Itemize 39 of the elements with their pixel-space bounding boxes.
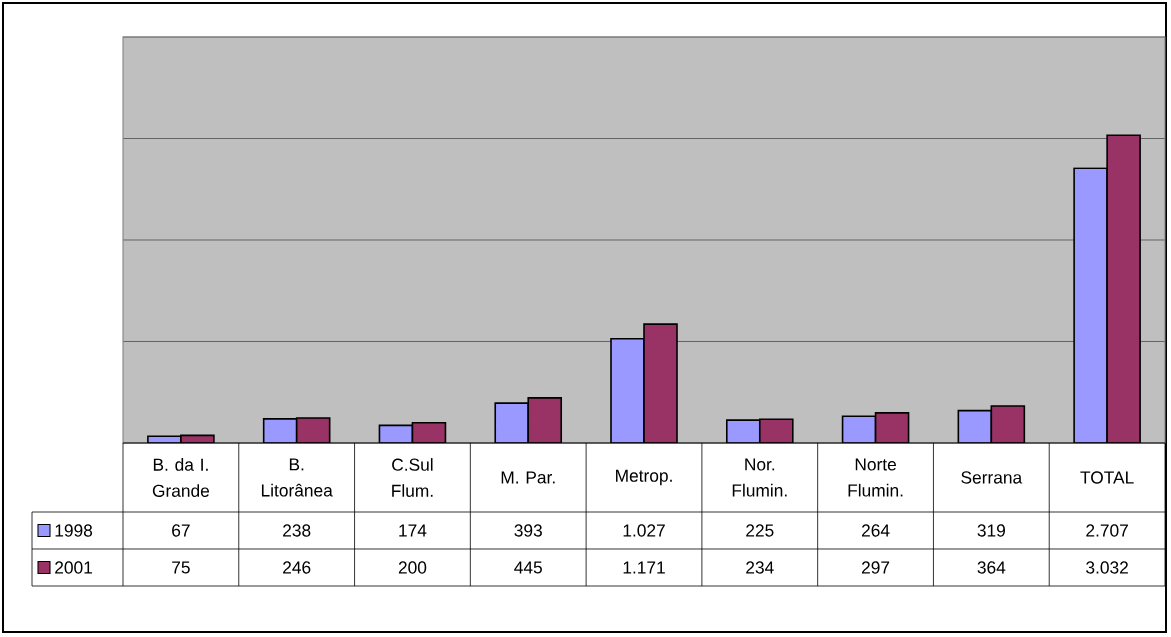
x-tick-label: M. Par. <box>501 471 555 484</box>
data-label: 238 <box>283 524 311 537</box>
data-label: 200 <box>398 561 427 574</box>
x-tick-label: TOTAL <box>1080 471 1134 484</box>
data-label: 67 <box>172 524 190 537</box>
x-tick-label: B. da I. Grande <box>152 458 210 497</box>
x-tick-label: Metrop. <box>616 469 672 486</box>
data-label: 174 <box>399 524 427 537</box>
data-label: 319 <box>977 524 1005 537</box>
data-label: 297 <box>861 561 890 574</box>
bar <box>495 403 529 443</box>
x-tick-label: Norte Flumin. <box>848 458 903 497</box>
bar <box>874 412 910 443</box>
data-label: 1.027 <box>623 524 665 537</box>
data-label: 225 <box>746 524 774 537</box>
data-label: 1.171 <box>623 561 665 574</box>
data-label: 393 <box>514 524 542 537</box>
bar <box>1106 134 1141 443</box>
data-label: 75 <box>172 561 190 574</box>
x-tick-label: C.Sul Flum. <box>392 458 433 497</box>
data-label: 2.707 <box>1086 524 1128 537</box>
bar <box>957 409 993 443</box>
data-label: 445 <box>514 561 542 574</box>
data-label: 364 <box>977 561 1006 574</box>
data-label: 246 <box>283 561 311 574</box>
bar <box>1073 167 1108 443</box>
bar <box>411 421 447 443</box>
bar <box>841 415 877 443</box>
data-label: 264 <box>861 524 890 537</box>
data-label: 3.032 <box>1086 561 1128 574</box>
x-tick-label: Nor. Flumin. <box>732 458 787 497</box>
x-tick-label: Serrana <box>961 471 1023 484</box>
bar <box>643 323 678 443</box>
legend-label: 1998 <box>55 524 93 537</box>
data-label: 234 <box>746 561 774 574</box>
x-tick-label: B. Litorânea <box>261 458 333 497</box>
legend-label: 2001 <box>55 561 92 574</box>
bar <box>990 405 1026 443</box>
bar <box>610 337 645 443</box>
